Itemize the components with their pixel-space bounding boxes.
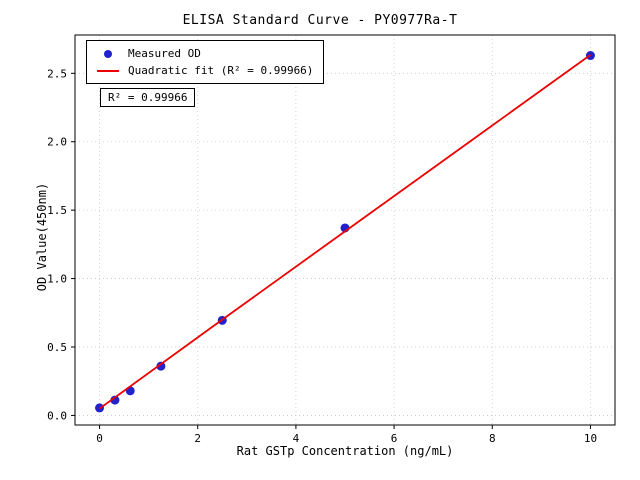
y-tick-label: 0.5	[47, 341, 67, 354]
legend: Measured OD Quadratic fit (R² = 0.99966)	[86, 40, 325, 84]
legend-entry-quadratic-fit: Quadratic fit (R² = 0.99966)	[95, 62, 313, 79]
measured-od-point-icon	[95, 49, 121, 58]
chart-title: ELISA Standard Curve - PY0977Ra-T	[182, 13, 458, 28]
x-tick-label: 4	[293, 432, 300, 445]
r-squared-annotation: R² = 0.99966	[100, 88, 196, 107]
data-point	[110, 395, 120, 405]
y-tick-label: 1.5	[47, 204, 67, 217]
x-tick-label: 8	[489, 432, 496, 445]
fit-line-icon	[95, 69, 121, 72]
x-tick-label: 10	[584, 432, 597, 445]
axes-border	[74, 34, 616, 426]
x-axis-label: Rat GSTp Concentration (ng/mL)	[236, 444, 454, 458]
y-tick-label: 0.0	[47, 409, 67, 422]
legend-entry-measured-od: Measured OD	[95, 45, 313, 62]
x-tick-label: 0	[96, 432, 103, 445]
y-tick-label: 1.0	[47, 273, 67, 286]
fit-line	[99, 54, 591, 410]
y-tick-label: 2.0	[47, 136, 67, 149]
legend-label-quadratic-fit: Quadratic fit (R² = 0.99966)	[128, 64, 314, 77]
legend-label-measured-od: Measured OD	[128, 47, 201, 60]
x-tick-label: 6	[391, 432, 398, 445]
x-tick-label: 2	[194, 432, 201, 445]
y-tick-label: 2.5	[47, 67, 67, 80]
data-point	[156, 361, 166, 371]
